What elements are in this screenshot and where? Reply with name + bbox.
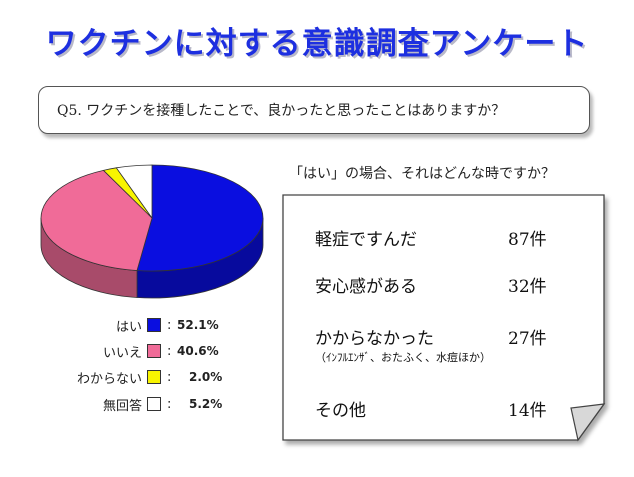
legend-item-yes: はい : 52.1% <box>90 315 219 335</box>
legend-colon: : <box>167 343 172 359</box>
legend-colon: : <box>167 317 172 333</box>
pie-slice-no-answer <box>115 164 153 220</box>
legend-value: 52.1% <box>177 318 219 332</box>
answer-count: 87件 <box>508 230 547 250</box>
legend-value: 40.6% <box>177 344 219 358</box>
pie-slice-no <box>40 169 153 271</box>
answer-note-box <box>282 194 606 442</box>
answer-count: 32件 <box>508 277 547 297</box>
answer-label: その他 <box>315 401 366 421</box>
answer-count: 14件 <box>508 401 547 421</box>
legend-swatch <box>147 344 161 358</box>
legend-swatch <box>147 397 161 411</box>
legend-label: はい <box>115 319 142 335</box>
pie-chart <box>40 164 264 299</box>
legend-item-no-answer: 無回答 : 5.2% <box>90 394 222 414</box>
legend-swatch <box>147 370 161 384</box>
question-box: Q5. ワクチンを接種したことで、良かったと思ったことはありますか？ <box>38 86 590 134</box>
legend-item-unknown: わからない : 2.0% <box>77 367 223 387</box>
answer-label: 軽症ですんだ <box>315 230 417 250</box>
legend-value: 5.2% <box>189 397 223 411</box>
legend-swatch <box>147 318 161 332</box>
legend-colon: : <box>167 369 172 385</box>
legend-value: 2.0% <box>189 370 223 384</box>
answer-count: 27件 <box>508 329 547 349</box>
legend-label: 無回答 <box>102 398 142 414</box>
followup-question: 「はい」の場合、それはどんな時ですか？ <box>289 166 555 182</box>
page-curl-icon <box>570 403 606 442</box>
legend-label: いいえ <box>102 345 142 361</box>
answer-label: 安心感がある <box>315 277 417 297</box>
question-text: Q5. ワクチンを接種したことで、良かったと思ったことはありますか？ <box>57 103 506 119</box>
pie-slice-yes <box>136 164 264 272</box>
legend-item-no: いいえ : 40.6% <box>90 341 219 361</box>
legend-label: わからない <box>76 371 142 387</box>
legend-colon: : <box>167 396 172 412</box>
answer-note: （ｲﾝﾌﾙｴﾝｻﾞ、おたふく、水痘ほか） <box>315 351 491 364</box>
answer-label: かからなかった <box>315 329 434 349</box>
page-title: ワクチンに対する意識調査アンケート <box>45 26 589 62</box>
